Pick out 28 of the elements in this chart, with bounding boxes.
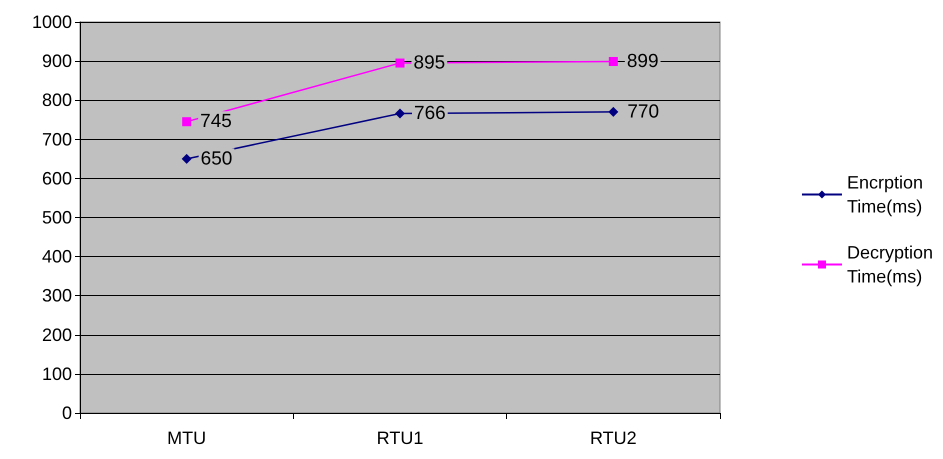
point bbox=[608, 106, 618, 117]
data-label: 770 bbox=[627, 101, 660, 122]
legend-label: Decryption Time(ms) bbox=[846, 242, 934, 286]
x-tick-label: RTU2 bbox=[590, 428, 637, 448]
point bbox=[395, 108, 405, 118]
y-tick-label: 100 bbox=[42, 364, 72, 384]
y-tick-label: 900 bbox=[42, 51, 72, 72]
point bbox=[182, 117, 192, 126]
point bbox=[182, 154, 192, 164]
data-label: 745 bbox=[200, 111, 232, 132]
y-tick-label: 300 bbox=[42, 286, 72, 306]
y-tick-label: 700 bbox=[42, 129, 72, 150]
x-tick-label: RTU1 bbox=[376, 428, 424, 448]
y-tick-label: 1000 bbox=[32, 12, 72, 32]
data-label: 766 bbox=[414, 102, 446, 124]
y-tick-label: 600 bbox=[42, 168, 72, 188]
y-tick-label: 200 bbox=[42, 324, 72, 345]
data-label: 899 bbox=[626, 50, 659, 72]
data-label: 650 bbox=[200, 148, 232, 170]
y-tick-label: 400 bbox=[42, 246, 72, 267]
x-tick-label: MTU bbox=[167, 428, 206, 448]
y-tick-label: 500 bbox=[42, 208, 72, 228]
y-tick-label: 0 bbox=[62, 403, 72, 423]
legend-label: Encrption Time(ms) bbox=[846, 172, 924, 216]
point bbox=[608, 56, 618, 66]
y-tick-label: 800 bbox=[42, 90, 72, 110]
data-label: 895 bbox=[414, 52, 446, 74]
point bbox=[396, 58, 404, 68]
